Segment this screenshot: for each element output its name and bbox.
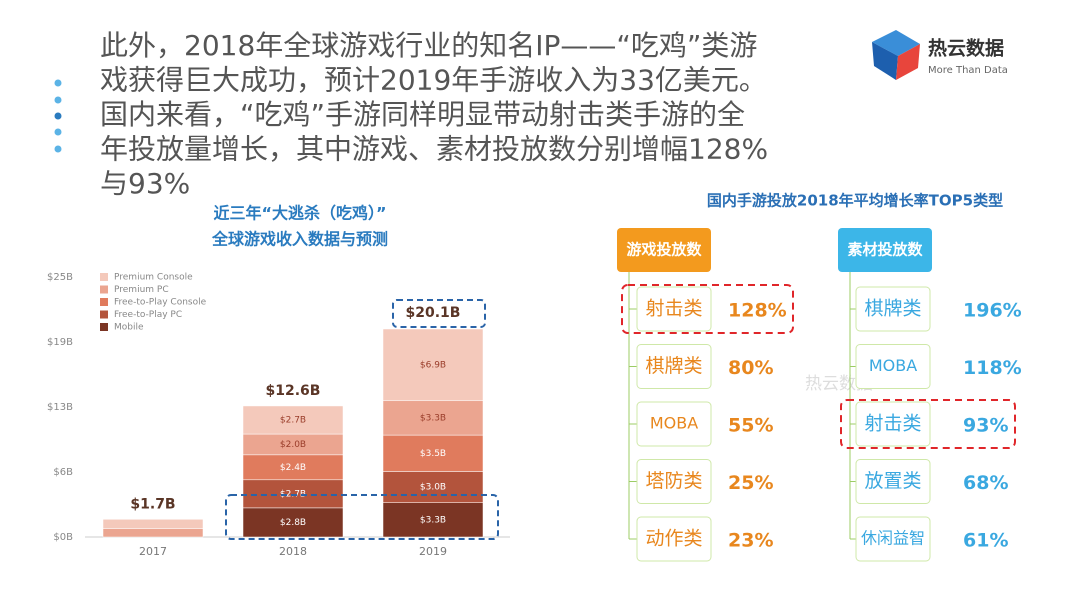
bullet <box>54 96 62 104</box>
legend-swatch <box>100 273 108 281</box>
item-value: 118% <box>963 357 1022 379</box>
group-header-box <box>617 228 711 272</box>
item-box <box>636 344 712 389</box>
legend-label: Premium Console <box>114 273 193 283</box>
item-label: 射击类 <box>645 298 702 320</box>
x-tick-label: 2017 <box>139 545 167 558</box>
total-label: $20.1B <box>406 305 461 321</box>
highlight-box <box>225 494 499 540</box>
bar-label: $2.4B <box>280 463 306 473</box>
header-line: 戏获得巨大成功，预计2019年手游收入为33亿美元。 <box>100 64 767 97</box>
total-label: $1.7B <box>130 496 175 512</box>
bar-label: $2.7B <box>280 416 306 426</box>
item-box <box>855 401 931 447</box>
bullets <box>54 79 62 153</box>
logo-shape <box>872 30 920 56</box>
legend-label: Premium PC <box>114 285 169 295</box>
bar-label: $3.3B <box>420 413 446 423</box>
item-value: 68% <box>963 472 1008 494</box>
item-value: 23% <box>728 530 773 552</box>
x-tick-label: 2019 <box>419 545 447 558</box>
group-header: 游戏投放数 <box>626 241 702 259</box>
bar-segment <box>242 454 344 481</box>
bar-label: $6.9B <box>420 360 446 370</box>
header-line: 国内来看，“吃鸡”手游同样明显带动射击类手游的全 <box>100 98 745 131</box>
bullet <box>54 112 62 120</box>
item-label: 动作类 <box>645 528 702 550</box>
item-box <box>855 286 931 332</box>
legend-label: Mobile <box>114 323 144 333</box>
header-line: 此外，2018年全球游戏行业的知名IP——“吃鸡”类游 <box>100 29 757 62</box>
item-value: 196% <box>963 300 1022 322</box>
item-value: 128% <box>728 300 787 322</box>
item-box <box>636 401 712 447</box>
logo-tagline: More Than Data <box>928 65 1008 76</box>
item-box <box>855 459 931 504</box>
logo-icon <box>872 30 920 80</box>
bar-segment <box>382 502 484 538</box>
header-line: 与93% <box>100 167 190 200</box>
item-label: 放置类 <box>864 470 921 492</box>
item-box <box>636 459 712 504</box>
logo-shape <box>896 44 920 80</box>
highlight-box <box>392 298 486 328</box>
y-tick-label: $25B <box>47 272 73 283</box>
bullet <box>54 145 62 153</box>
legend-label: Free-to-Play Console <box>114 298 207 308</box>
legend-swatch <box>100 310 108 319</box>
chart-title: 近三年“大逃杀（吃鸡）” <box>213 204 386 223</box>
header-line: 年投放量增长，其中游戏、素材投放数分别增幅128% <box>100 133 768 166</box>
x-tick-label: 2018 <box>279 545 307 558</box>
bar-segment <box>102 528 204 538</box>
item-label: 棋牌类 <box>645 355 702 377</box>
bar-label: $2.8B <box>280 518 306 528</box>
bar-label: $2.0B <box>280 440 306 450</box>
item-box <box>636 516 712 562</box>
bar-segment <box>242 405 344 435</box>
bar-label: $3.5B <box>420 449 446 459</box>
item-value: 93% <box>963 415 1008 437</box>
item-label: MOBA <box>650 414 698 433</box>
item-label: MOBA <box>869 356 917 375</box>
bar-label: $3.0B <box>420 483 446 493</box>
highlight-box <box>621 284 794 334</box>
item-box <box>636 286 712 332</box>
logo-name: 热云数据 <box>928 37 1004 60</box>
item-value: 25% <box>728 472 773 494</box>
item-label: 射击类 <box>864 413 921 435</box>
item-box <box>855 516 931 562</box>
bar-label: $3.3B <box>420 515 446 525</box>
group-header-box <box>838 228 932 272</box>
diagram-title: 国内手游投放2018年平均增长率TOP5类型 <box>707 192 1003 210</box>
legend-label: Free-to-Play PC <box>114 310 182 320</box>
total-label: $12.6B <box>266 383 321 399</box>
y-tick-label: $6B <box>53 467 73 478</box>
bar-segment <box>382 471 484 503</box>
bullet <box>54 79 62 87</box>
item-label: 休闲益智 <box>861 529 925 548</box>
item-value: 80% <box>728 357 773 379</box>
bar-segment <box>242 507 344 538</box>
item-label: 棋牌类 <box>864 298 921 320</box>
bar-segment <box>382 400 484 436</box>
logo-shape <box>872 42 898 80</box>
bullet <box>54 128 62 136</box>
bar-segment <box>382 328 484 402</box>
legend-swatch <box>100 298 108 306</box>
group-header: 素材投放数 <box>847 241 923 259</box>
legend-swatch <box>100 323 108 331</box>
item-box <box>855 344 931 389</box>
bar-segment <box>102 519 204 529</box>
y-tick-label: $19B <box>47 337 73 348</box>
legend-swatch <box>100 285 108 294</box>
item-value: 61% <box>963 530 1008 552</box>
item-value: 55% <box>728 415 773 437</box>
item-label: 塔防类 <box>645 470 702 492</box>
y-tick-label: $13B <box>47 402 73 413</box>
y-tick-label: $0B <box>53 532 73 543</box>
chart-title: 全球游戏收入数据与预测 <box>211 230 388 249</box>
